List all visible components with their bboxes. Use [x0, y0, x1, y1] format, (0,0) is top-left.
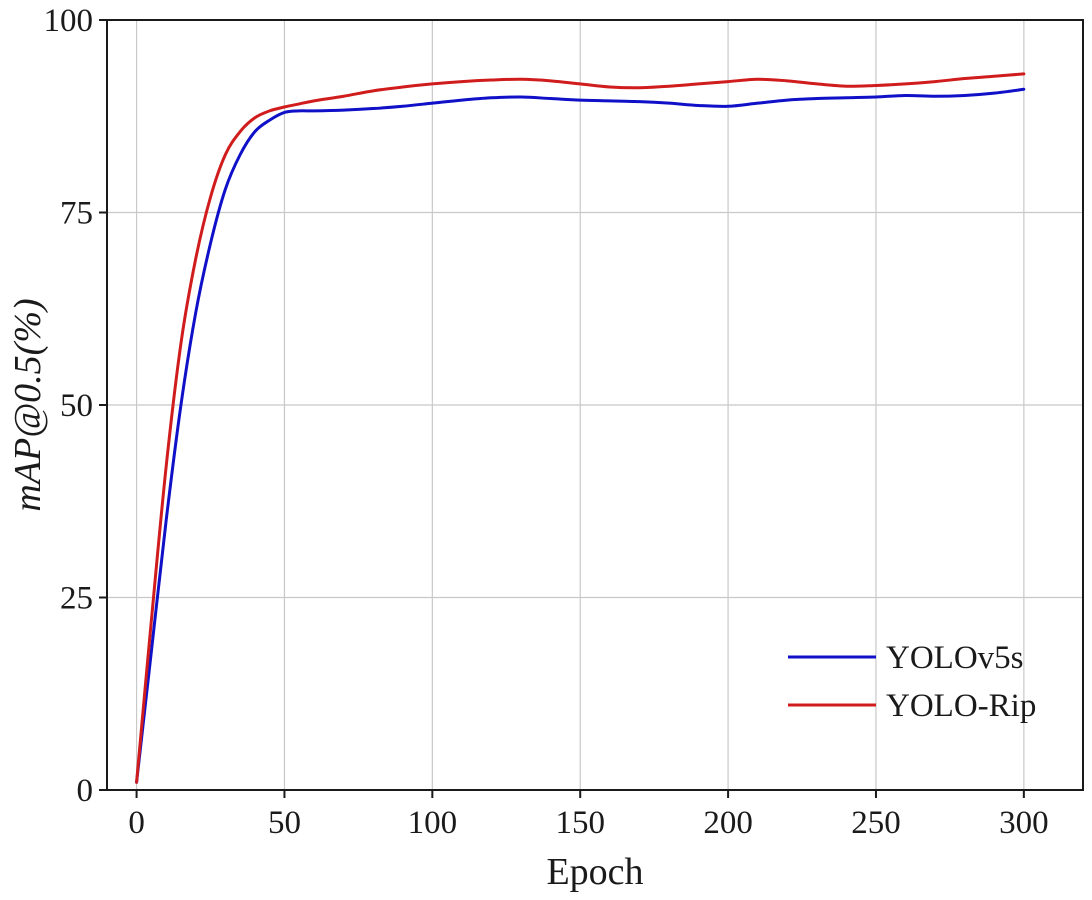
y-tick-label: 25	[60, 581, 93, 617]
x-tick-label: 300	[999, 805, 1049, 841]
x-tick-label: 200	[703, 805, 753, 841]
y-tick-label: 75	[60, 196, 93, 232]
y-tick-label: 0	[77, 773, 94, 809]
series-lines	[135, 72, 1026, 784]
legend-label-yolo-rip: YOLO-Rip	[886, 688, 1036, 724]
x-axis-label: Epoch	[546, 851, 643, 893]
x-tick-label: 50	[268, 805, 301, 841]
series-line-yolov5s	[135, 87, 1026, 784]
legend-label-yolov5s: YOLOv5s	[886, 640, 1024, 676]
legend: YOLOv5s YOLO-Rip	[788, 640, 1036, 724]
x-tick-label: 0	[128, 805, 145, 841]
y-tick-label: 100	[44, 3, 94, 39]
x-tick-label: 100	[408, 805, 458, 841]
y-tick-label: 50	[60, 388, 93, 424]
x-tick-label: 250	[851, 805, 901, 841]
axis-ticks: 0 50 100 150 200 250 300 0 25 50 75 100	[44, 3, 1049, 841]
y-axis-label: mAP@0.5(%)	[7, 298, 49, 511]
x-tick-label: 150	[555, 805, 605, 841]
series-line-yolo-rip	[135, 72, 1026, 784]
